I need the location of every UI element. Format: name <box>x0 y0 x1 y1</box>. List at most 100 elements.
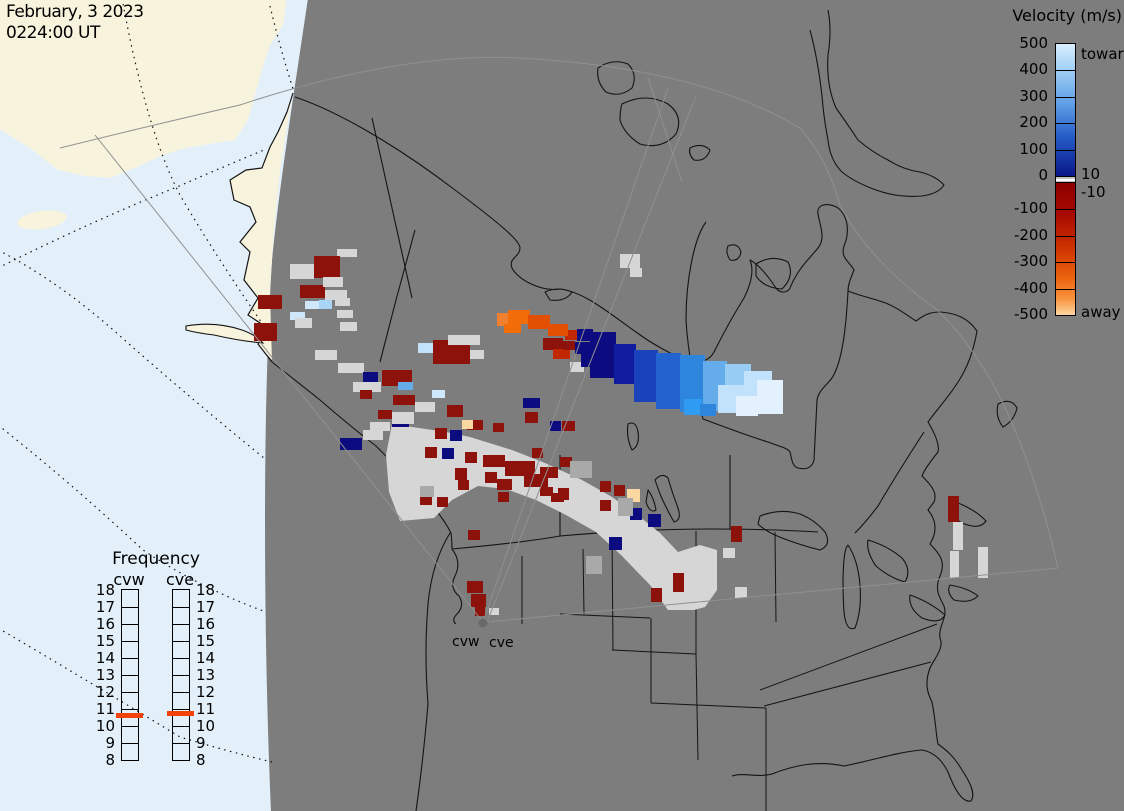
echo-cell <box>398 382 413 390</box>
echo-cell <box>420 486 434 497</box>
freq-tick-label: 12 <box>196 683 222 701</box>
echo-cell <box>630 268 642 277</box>
map-canvas: cvwcve <box>0 0 1124 811</box>
freq-cell-line <box>122 692 138 693</box>
colorbar-tick <box>1056 70 1075 71</box>
freq-tick-label: 17 <box>196 598 222 616</box>
freq-cell-line <box>122 624 138 625</box>
velocity-tick-label: 500 <box>1002 34 1048 52</box>
echo-cell <box>467 581 483 593</box>
echo-cell <box>560 328 568 336</box>
velocity-colorbar <box>1055 43 1076 316</box>
freq-cell-line <box>173 692 189 693</box>
echo-cell <box>370 422 390 431</box>
echo-cell <box>471 594 486 607</box>
echo-cell <box>950 551 959 578</box>
velocity-tick-label: 300 <box>1002 87 1048 105</box>
colorbar-tick <box>1056 236 1075 237</box>
echo-cell <box>953 522 963 550</box>
echo-cell <box>363 372 378 382</box>
freq-cell-line <box>173 675 189 676</box>
velocity-tick-label: -200 <box>1002 226 1048 244</box>
colorbar-tick <box>1056 209 1075 210</box>
velocity-legend-title: Velocity (m/s) <box>990 6 1122 25</box>
echo-cell <box>450 430 462 441</box>
echo-cell <box>508 310 530 324</box>
colorbar-zero-line <box>1056 179 1075 181</box>
freq-cell-line <box>173 658 189 659</box>
echo-cell <box>425 447 437 458</box>
echo-cell <box>731 526 742 542</box>
echo-cell <box>618 498 633 516</box>
echo-cell <box>723 548 735 558</box>
echo-cell <box>337 310 353 318</box>
freq-cell-line <box>173 726 189 727</box>
radar-label-cve: cve <box>489 635 514 651</box>
echo-cell <box>378 410 392 419</box>
freq-cell-line <box>122 641 138 642</box>
echo-cell <box>340 322 357 331</box>
echo-cell <box>651 588 662 602</box>
echo-cell <box>418 343 435 353</box>
velocity-tick-label: 200 <box>1002 113 1048 131</box>
echo-cell <box>525 412 538 423</box>
echo-cell <box>315 350 337 360</box>
freq-cell-line <box>122 726 138 727</box>
echo-cell <box>553 349 570 359</box>
echo-cell <box>475 607 485 616</box>
echo-cell <box>614 485 625 496</box>
freq-tick-label: 9 <box>89 734 115 752</box>
echo-cell <box>338 363 364 373</box>
colorbar-tick <box>1056 97 1075 98</box>
date-label: February, 3 2023 <box>6 2 144 23</box>
echo-cell <box>468 530 480 540</box>
echo-cell <box>600 500 611 511</box>
frequency-legend-title: Frequency <box>80 549 232 569</box>
velocity-tick-label: 0 <box>1002 166 1048 184</box>
velocity-tick-label: -500 <box>1002 305 1048 323</box>
timestamp: February, 3 2023 0224:00 UT <box>6 2 144 44</box>
echo-cell <box>757 380 783 414</box>
velocity-tick-label: -100 <box>1002 199 1048 217</box>
echo-cell <box>948 496 959 522</box>
freq-tick-label: 12 <box>89 683 115 701</box>
echo-cell <box>614 344 636 384</box>
echo-cell <box>447 405 463 417</box>
freq-cell-line <box>173 624 189 625</box>
echo-cell <box>493 423 504 432</box>
freq-cell-line <box>122 709 138 710</box>
echo-cell <box>504 324 521 333</box>
freq-tick-label: 13 <box>89 666 115 684</box>
echo-cell <box>528 315 550 329</box>
freq-tick-label: 17 <box>89 598 115 616</box>
velocity-tick-label: 400 <box>1002 60 1048 78</box>
freq-cell-line <box>173 607 189 608</box>
echo-cell <box>540 467 558 478</box>
freq-tick-label: 11 <box>196 700 222 718</box>
echo-cell <box>455 468 467 480</box>
echo-cell <box>656 353 681 409</box>
radar-label-cvw: cvw <box>452 634 479 650</box>
echo-cell <box>485 472 497 483</box>
freq-tick-label: 15 <box>89 632 115 650</box>
echo-cell <box>323 277 343 287</box>
echo-cell <box>609 537 622 550</box>
colorbar-tick <box>1056 289 1075 290</box>
echo-cell <box>448 335 480 345</box>
freq-cell-line <box>122 658 138 659</box>
colorbar-tick <box>1056 150 1075 151</box>
freq-tick-label: 14 <box>196 649 222 667</box>
echo-cell <box>634 350 658 402</box>
echo-cell <box>305 301 319 309</box>
radar-site-dot <box>479 619 488 628</box>
echo-cell <box>319 300 332 309</box>
freq-tick-label: 11 <box>89 700 115 718</box>
echo-cell <box>523 398 540 408</box>
echo-cell <box>558 488 569 500</box>
echo-cell <box>735 587 747 598</box>
colorbar-tick <box>1056 123 1075 124</box>
echo-cell <box>570 461 592 478</box>
echo-cell <box>590 332 616 378</box>
echo-cell <box>483 455 505 467</box>
echo-cell <box>505 461 535 476</box>
